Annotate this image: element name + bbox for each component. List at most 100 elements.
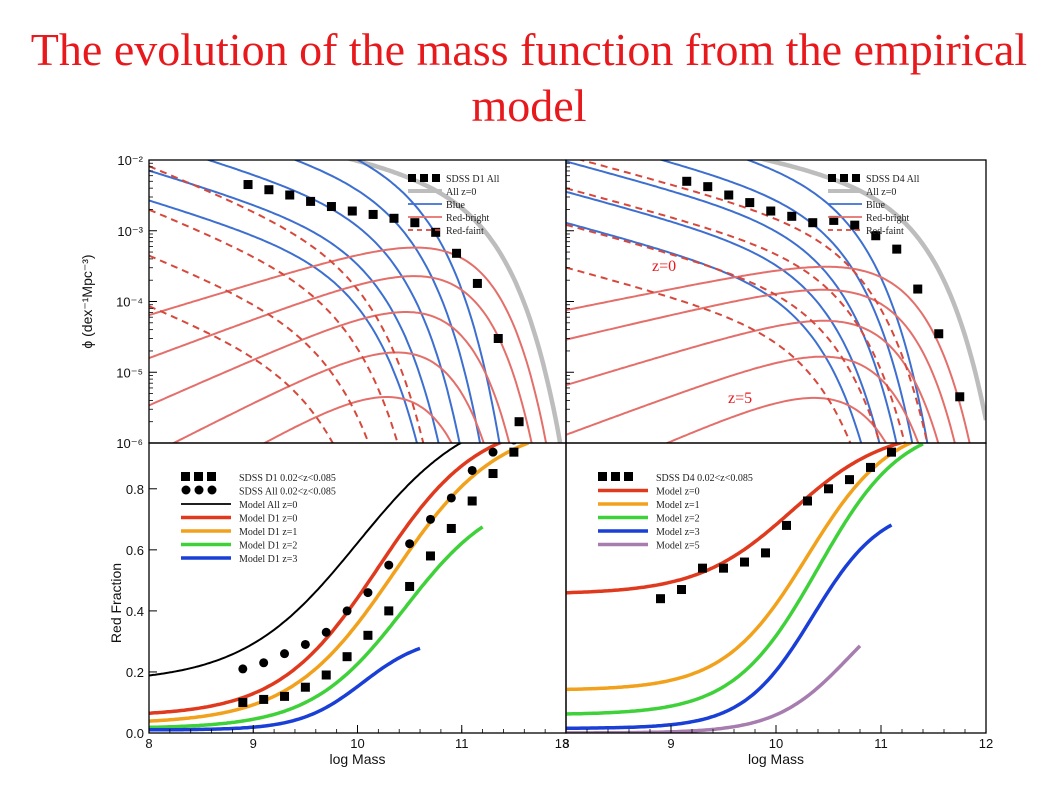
series-line-z3 xyxy=(566,523,893,730)
series-line-red_bright-10 xyxy=(262,396,453,443)
y-tick-label: 10⁻⁵ xyxy=(116,365,143,380)
series-line-blue-5 xyxy=(566,221,863,443)
x-tick-label: 10 xyxy=(769,736,783,751)
x-tick-label: 10 xyxy=(350,736,364,751)
panel-top-left-mass-function: 10⁻² 10⁻³ 10⁻⁴ 10⁻⁵ 10⁻⁶ ϕ (dex⁻¹Mpc⁻³) SDSS D… xyxy=(79,153,567,451)
data-point-square xyxy=(363,630,373,640)
series-line-blue-4 xyxy=(149,169,440,443)
data-point-circle xyxy=(467,465,477,475)
legend-marker-square xyxy=(611,472,620,481)
data-point-square xyxy=(300,682,310,692)
panel-bottom-left-red-fraction: 8 9 10 11 13 log Mass 0.0 0.2 0.4 0.6 0.8 Red Fract… xyxy=(108,442,569,767)
data-point-circle xyxy=(259,658,269,668)
data-point xyxy=(389,213,399,223)
x-tick-label: 8 xyxy=(562,736,569,751)
legend-marker-square xyxy=(852,174,860,182)
data-point xyxy=(326,202,336,212)
series-line-z1 xyxy=(566,443,915,692)
data-point-square xyxy=(342,652,352,662)
y-tick-label: 10⁻³ xyxy=(117,224,143,239)
x-tick-label: 8 xyxy=(145,736,152,751)
data-point-square xyxy=(719,563,728,573)
x-tick-label: 11 xyxy=(455,736,469,751)
series-line-red_faint-12 xyxy=(566,187,906,443)
y-tick-label: 10⁻⁴ xyxy=(116,295,143,310)
data-point-circle xyxy=(446,493,456,503)
legend-label: Red-faint xyxy=(446,226,484,237)
data-point-square xyxy=(405,581,415,591)
series-line-z0 xyxy=(566,443,907,595)
legend-marker-square xyxy=(598,472,607,481)
data-point-square xyxy=(425,551,435,561)
legend-label: Model z=1 xyxy=(656,500,700,511)
data-point xyxy=(347,206,357,216)
plot-area xyxy=(566,160,986,443)
legend-label: Model D1 z=0 xyxy=(239,514,297,525)
data-point xyxy=(829,215,839,225)
series-line-red_bright-8 xyxy=(566,319,940,443)
y-tick-label: 0.2 xyxy=(126,665,144,680)
data-point-square xyxy=(467,496,477,506)
data-point xyxy=(493,333,503,343)
legend-label: Blue xyxy=(866,200,885,211)
series-line-blue-2 xyxy=(658,160,914,443)
legend-label: SDSS D1 0.02<z<0.085 xyxy=(239,473,336,484)
data-point-square xyxy=(509,447,519,457)
series-line-z1 xyxy=(149,443,530,723)
series-line-red_bright-6 xyxy=(566,265,971,443)
legend-label: Red-bright xyxy=(866,213,910,224)
series-line-red_faint-13 xyxy=(149,254,370,443)
data-point-circle xyxy=(300,639,310,649)
x-tick-label: 13 xyxy=(555,736,569,751)
series-line-blue-1 xyxy=(355,160,501,443)
legend-marker-square xyxy=(194,472,203,481)
legend-label: Model D1 z=3 xyxy=(239,554,297,565)
data-point xyxy=(682,176,692,186)
y-axis-label: ϕ (dex⁻¹Mpc⁻³) xyxy=(79,254,95,348)
data-point xyxy=(431,227,441,237)
data-point-square xyxy=(698,563,707,573)
y-tick-label: 0.8 xyxy=(126,482,144,497)
data-point xyxy=(724,190,734,200)
data-point xyxy=(787,211,797,221)
legend-label: Model D1 z=2 xyxy=(239,541,297,552)
legend-marker-square xyxy=(181,472,190,481)
legend-marker-square xyxy=(207,472,216,481)
data-point-square xyxy=(845,475,854,485)
data-point xyxy=(745,198,755,208)
legend-marker-square xyxy=(624,472,633,481)
data-point-circle xyxy=(238,664,248,674)
data-point-square xyxy=(488,469,498,479)
x-tick-label: 9 xyxy=(250,736,257,751)
legend-label: Model D1 z=1 xyxy=(239,527,297,538)
data-point xyxy=(243,180,253,190)
series-line-red_faint-14 xyxy=(149,305,334,443)
data-point xyxy=(703,182,713,192)
data-point-square xyxy=(259,694,269,704)
series-line-blue-5 xyxy=(149,199,418,443)
legend-label: Blue xyxy=(446,200,465,211)
x-tick-label: 12 xyxy=(979,736,993,751)
data-point-square xyxy=(656,594,665,604)
legend-label: Red-faint xyxy=(866,226,904,237)
annotation-z5: z=5 xyxy=(728,390,752,407)
series-line-z2 xyxy=(149,525,484,730)
series-line-red_faint-11 xyxy=(577,160,929,443)
series-line-all-0 xyxy=(757,160,986,421)
data-point-square xyxy=(238,697,248,707)
y-tick-label: 10⁻² xyxy=(117,153,143,168)
x-axis-label: log Mass xyxy=(329,751,385,767)
data-point-circle xyxy=(342,606,352,616)
y-axis-label: Red Fraction xyxy=(108,563,124,643)
legend-marker-circle xyxy=(181,485,191,495)
data-point-square xyxy=(782,520,791,530)
data-point xyxy=(913,284,923,294)
legend-label: All z=0 xyxy=(866,187,896,198)
y-tick-label: 0.4 xyxy=(126,604,144,619)
series-line-z3 xyxy=(149,646,421,732)
series-line-blue-4 xyxy=(566,190,881,443)
series-line-red_faint-11 xyxy=(149,165,425,443)
data-point xyxy=(452,248,462,258)
legend-marker-square xyxy=(420,174,428,182)
data-point-square xyxy=(446,523,456,533)
